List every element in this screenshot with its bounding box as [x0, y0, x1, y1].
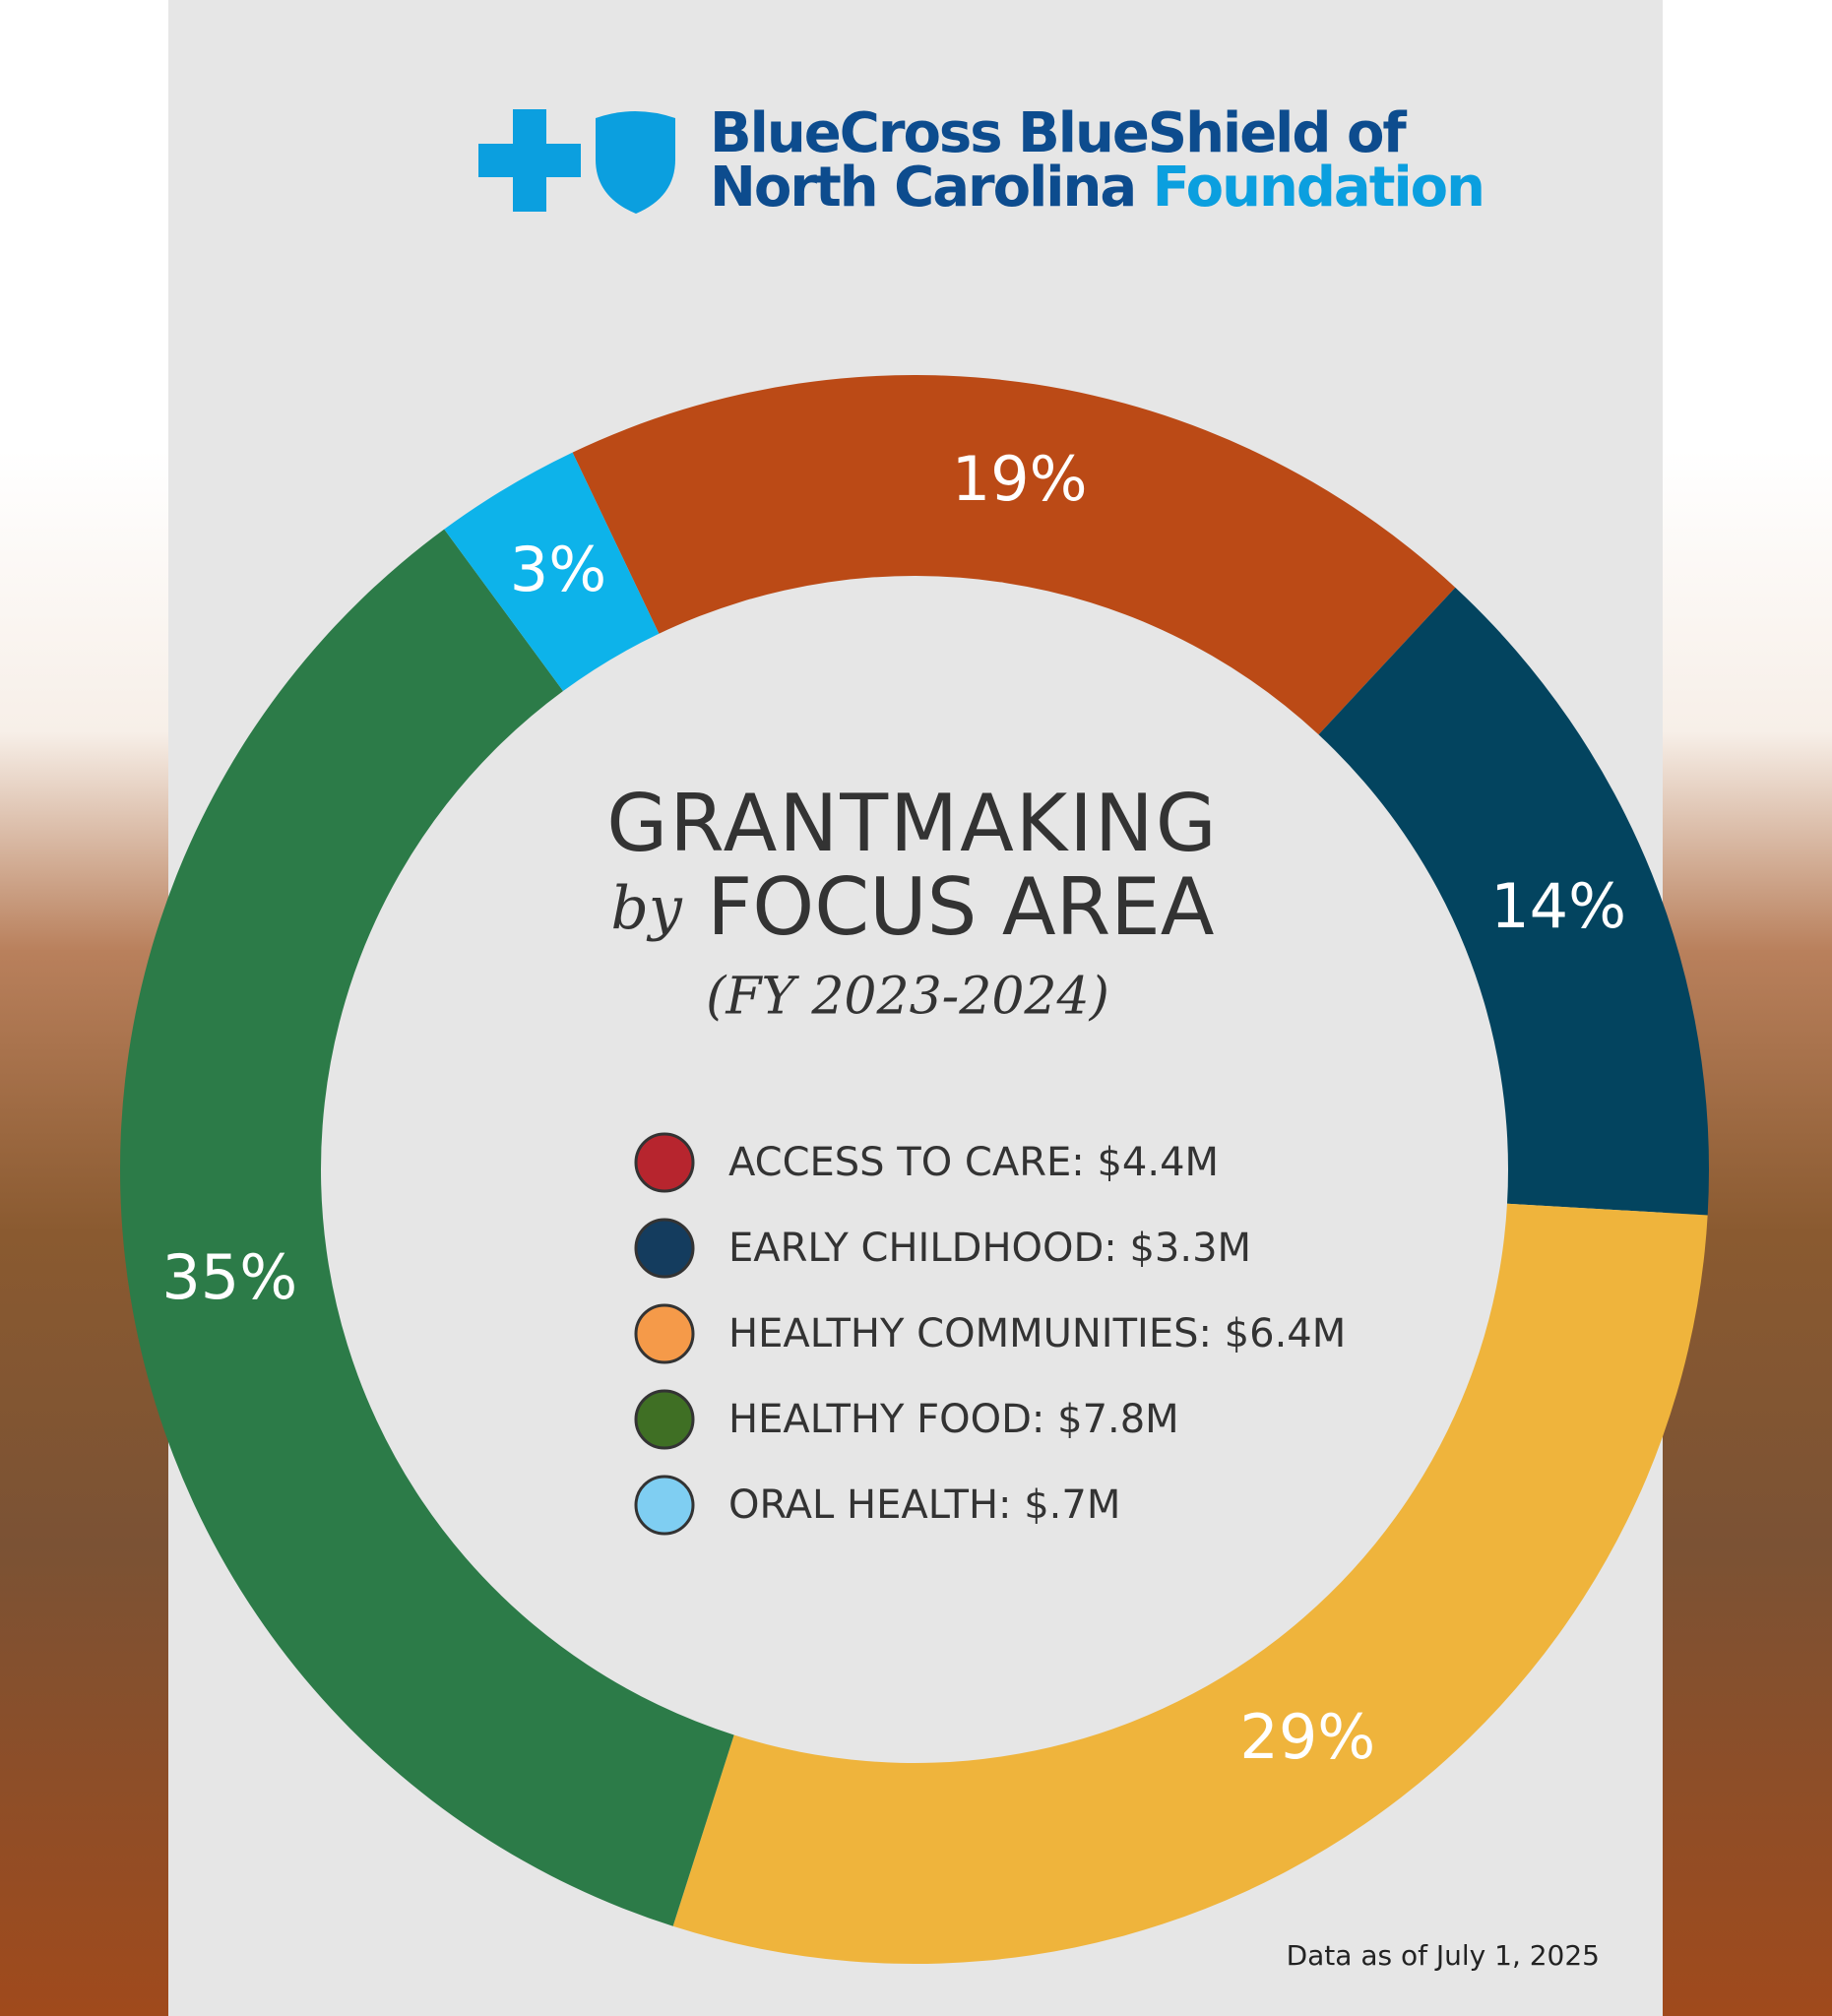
donut-slice	[119, 529, 734, 1926]
donut-slice	[444, 452, 660, 692]
legend-label: HEALTHY FOOD: $7.8M	[728, 1397, 1179, 1442]
legend-label: HEALTHY COMMUNITIES: $6.4M	[728, 1311, 1346, 1356]
logo-text: BlueCross BlueShield of	[710, 101, 1407, 165]
legend-swatch	[634, 1303, 695, 1364]
legend-label: EARLY CHILDHOOD: $3.3M	[728, 1226, 1251, 1271]
donut-slice	[1318, 587, 1710, 1216]
slice-label: 3%	[510, 534, 606, 605]
note: Data as of July 1, 2025	[1287, 1939, 1600, 1972]
cross-icon	[478, 109, 581, 212]
donut-slice	[672, 1203, 1708, 1965]
slice-label: 29%	[1239, 1701, 1375, 1773]
slice-label: 19%	[952, 443, 1088, 515]
subtitle: (FY 2023-2024)	[706, 968, 1109, 1027]
logo-text: North Carolina	[710, 156, 1135, 220]
legend: ACCESS TO CARE: $4.4M EARLY CHILDHOOD: $3…	[634, 1132, 1346, 1536]
chart-title: FOCUS AREA	[707, 861, 1214, 953]
logo: BlueCross BlueShield of North Carolina F…	[478, 101, 1485, 220]
logo-text: North Carolina Foundation	[710, 156, 1484, 220]
logo-text: Foundation	[1153, 156, 1484, 220]
chart-title: by FOCUS AREA	[611, 861, 1215, 953]
shield-icon	[596, 111, 675, 214]
donut-slice	[572, 374, 1456, 735]
slice-label: 14%	[1490, 870, 1626, 942]
legend-swatch	[634, 1132, 695, 1193]
legend-label: ACCESS TO CARE: $4.4M	[728, 1140, 1219, 1185]
legend-swatch	[634, 1475, 695, 1536]
legend-label: ORAL HEALTH: $.7M	[728, 1482, 1120, 1528]
legend-swatch	[634, 1389, 695, 1450]
chart-title: GRANTMAKING	[606, 778, 1218, 869]
slice-label: 35%	[161, 1241, 297, 1313]
chart-title: by	[611, 874, 683, 943]
donut: 19% 14% 29% 35% 3%	[119, 374, 1710, 1965]
legend-swatch	[634, 1218, 695, 1279]
